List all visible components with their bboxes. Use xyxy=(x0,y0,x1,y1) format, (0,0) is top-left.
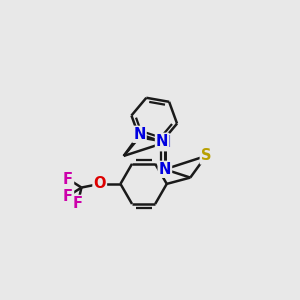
Text: N: N xyxy=(159,135,171,150)
Text: N: N xyxy=(156,134,168,149)
Text: N: N xyxy=(133,127,145,142)
Text: F: F xyxy=(63,172,73,187)
Text: O: O xyxy=(94,176,106,191)
Text: F: F xyxy=(63,189,73,204)
Text: S: S xyxy=(201,148,211,164)
Text: N: N xyxy=(159,135,171,150)
Text: F: F xyxy=(73,196,83,211)
Text: N: N xyxy=(159,162,171,177)
